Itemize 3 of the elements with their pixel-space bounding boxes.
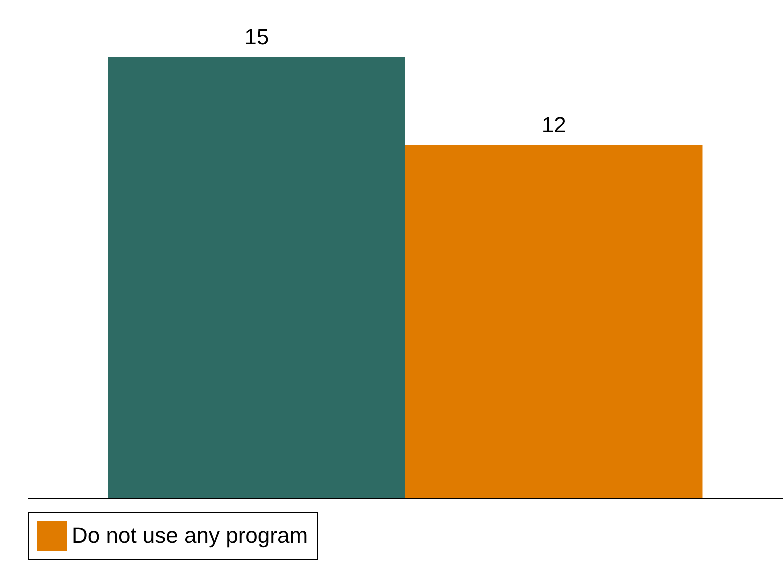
data-label: 12 xyxy=(542,112,566,138)
data-label: 15 xyxy=(244,24,270,50)
legend-label: Do not use any program xyxy=(72,523,308,548)
